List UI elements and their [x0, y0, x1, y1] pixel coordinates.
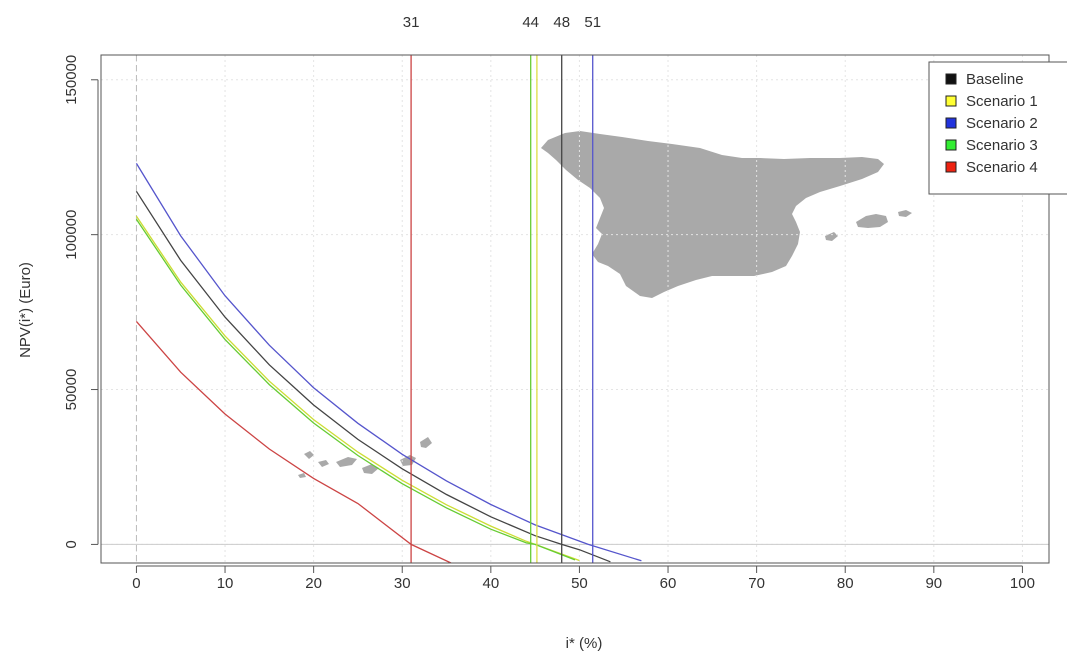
island-shape — [336, 457, 357, 467]
island-shape — [400, 455, 416, 466]
mainland-map-shape — [541, 131, 884, 298]
island-shape — [304, 451, 314, 459]
y-tick-label: 150000 — [63, 55, 80, 105]
island-shape — [856, 214, 888, 228]
series-line-scenario-3 — [135, 218, 576, 561]
legend-label: Scenario 4 — [966, 159, 1038, 176]
axes: 0 10 20 30 40 50 60 70 80 90 100 0 50000 100000 150000 — [63, 55, 1035, 592]
island-shape — [898, 210, 912, 217]
x-tick-label: 80 — [837, 575, 854, 592]
series-lines — [135, 163, 642, 563]
series-line-scenario-1 — [135, 215, 580, 562]
legend-swatch — [945, 73, 957, 85]
legend-label: Baseline — [966, 71, 1024, 88]
legend-label: Scenario 1 — [966, 93, 1038, 110]
y-axis-title: NPV(i*) (Euro) — [17, 262, 34, 358]
x-tick-label: 60 — [660, 575, 677, 592]
x-tick-label: 50 — [571, 575, 588, 592]
island-shape — [298, 473, 306, 478]
vertical-marker-label: 51 — [584, 14, 601, 31]
grid — [101, 55, 1049, 563]
x-tick-label: 0 — [132, 575, 140, 592]
x-tick-label: 100 — [1010, 575, 1035, 592]
legend-label: Scenario 2 — [966, 115, 1038, 132]
island-shape — [362, 464, 379, 474]
x-tick-label: 10 — [217, 575, 234, 592]
y-tick-label: 0 — [63, 540, 80, 548]
x-tick-label: 30 — [394, 575, 411, 592]
x-tick-label: 40 — [482, 575, 499, 592]
y-tick-label: 50000 — [63, 369, 80, 411]
vertical-markers: 31 44 48 51 — [403, 14, 601, 563]
vertical-marker-label: 44 — [522, 14, 539, 31]
legend-swatch — [945, 139, 957, 151]
x-tick-label: 70 — [748, 575, 765, 592]
legend-swatch — [945, 161, 957, 173]
y-tick-label: 100000 — [63, 210, 80, 260]
x-tick-label: 20 — [305, 575, 322, 592]
legend-swatch — [945, 117, 957, 129]
vertical-marker-label: 48 — [553, 14, 570, 31]
island-shape — [318, 460, 329, 467]
legend-label: Scenario 3 — [966, 137, 1038, 154]
x-tick-label: 90 — [925, 575, 942, 592]
x-axis-title: i* (%) — [566, 635, 603, 652]
island-shape — [825, 232, 838, 241]
plot-frame — [100, 54, 1050, 564]
legend-swatch — [945, 95, 957, 107]
series-line-scenario-2 — [135, 163, 642, 562]
series-line-baseline — [135, 190, 611, 563]
iberian-peninsula-map — [298, 131, 912, 478]
vertical-marker-label: 31 — [403, 14, 420, 31]
legend: Baseline Scenario 1 Scenario 2 Scenario 3 Sc… — [928, 61, 1067, 195]
island-shape — [420, 437, 432, 448]
series-line-scenario-4 — [135, 320, 452, 563]
